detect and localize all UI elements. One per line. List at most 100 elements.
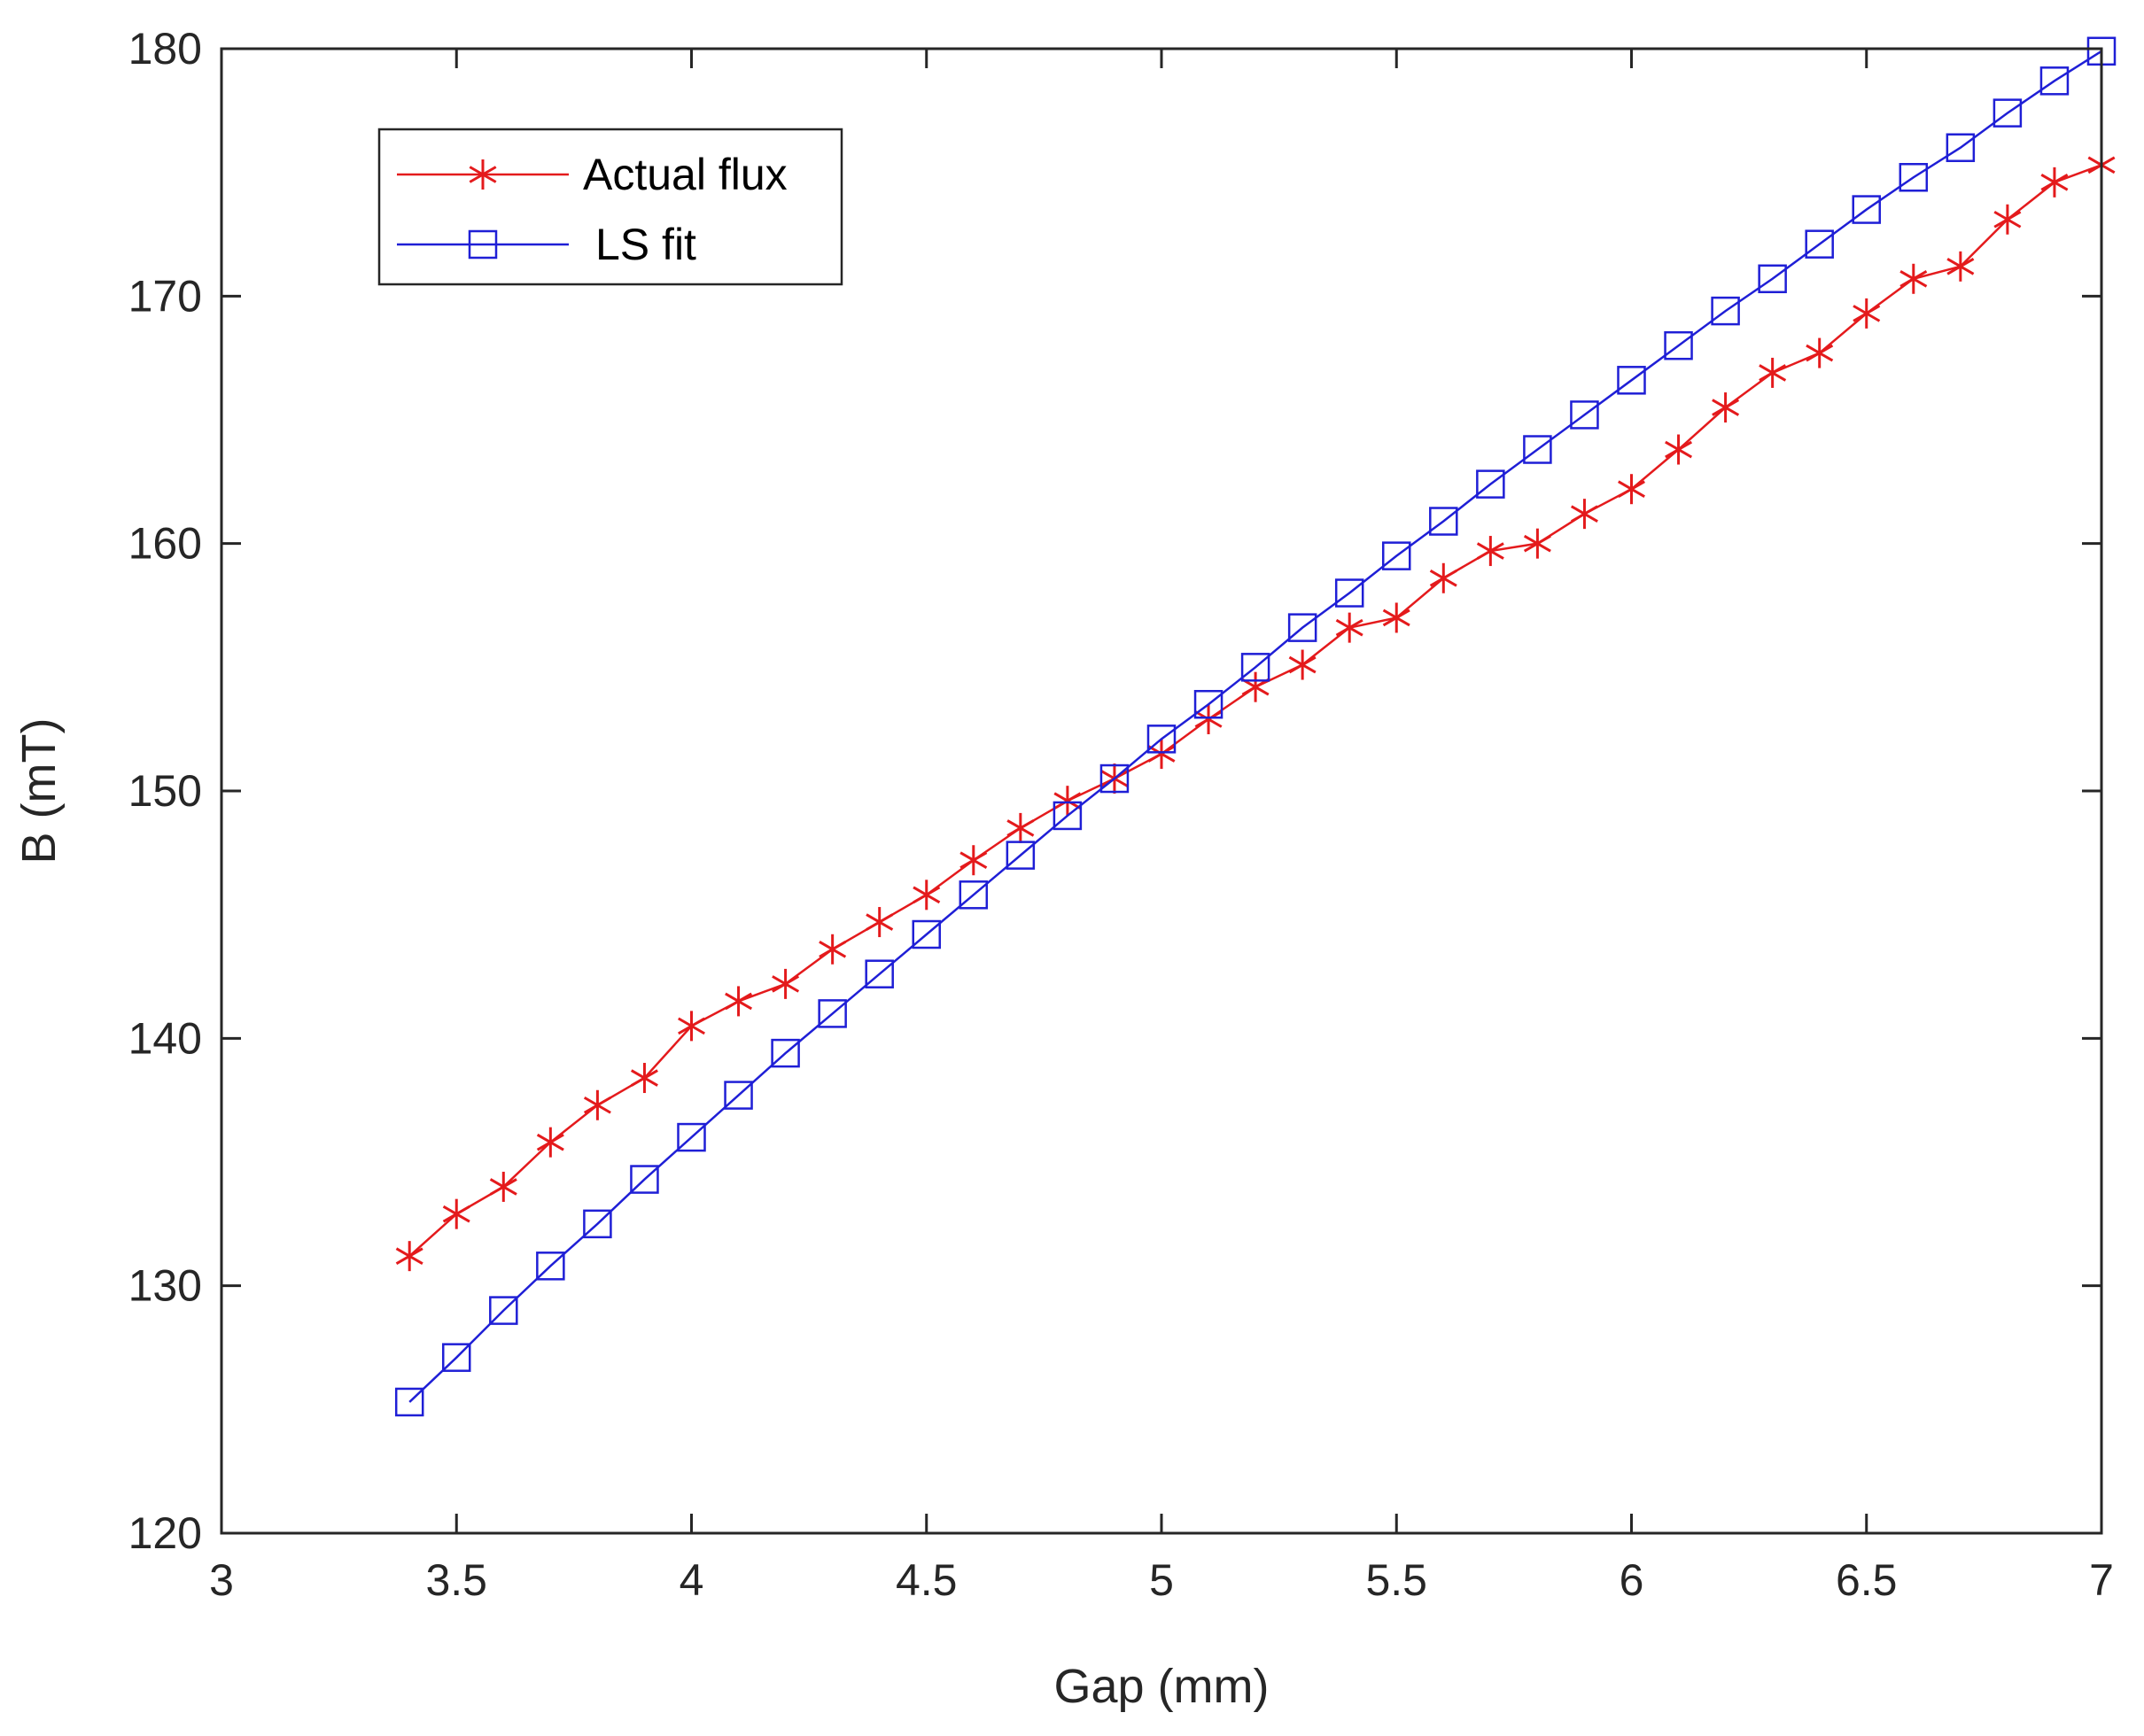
data-point-ls-fit — [1193, 689, 1223, 719]
series-line-ls-fit — [408, 50, 2102, 1403]
data-point-actual-flux — [1006, 812, 1035, 843]
data-point-ls-fit — [1899, 163, 1929, 192]
data-point-ls-fit — [489, 1296, 518, 1325]
data-point-ls-fit — [1758, 264, 1787, 294]
x-tick-label: 6.5 — [1836, 1555, 1898, 1605]
y-tick-label: 180 — [128, 24, 202, 74]
legend-label-ls-fit: LS fit — [595, 220, 696, 269]
data-point-ls-fit — [394, 1387, 424, 1417]
data-point-ls-fit — [1664, 330, 1693, 360]
x-tick-label: 4 — [680, 1555, 704, 1605]
y-tick-label: 120 — [128, 1508, 202, 1558]
data-point-ls-fit — [1570, 400, 1599, 430]
data-point-actual-flux — [1476, 536, 1504, 567]
data-point-ls-fit — [1240, 653, 1270, 682]
data-point-ls-fit — [1476, 469, 1505, 499]
data-point-ls-fit — [959, 880, 989, 910]
x-tick-label: 4.5 — [896, 1555, 958, 1605]
data-point-ls-fit — [1146, 725, 1177, 754]
data-point-ls-fit — [1287, 613, 1317, 642]
data-point-ls-fit — [2039, 66, 2070, 96]
data-point-actual-flux — [1147, 739, 1176, 770]
data-point-ls-fit — [1334, 578, 1364, 608]
plot-background — [221, 49, 2101, 1533]
data-point-ls-fit — [630, 1165, 659, 1194]
data-point-actual-flux — [630, 1063, 658, 1094]
data-point-actual-flux — [1899, 263, 1928, 294]
y-tick-label: 140 — [128, 1013, 202, 1063]
series-ls-fit — [394, 36, 2117, 1417]
data-point-actual-flux — [913, 880, 941, 911]
data-point-actual-flux — [1665, 434, 1693, 465]
legend: Actual flux LS fit — [377, 128, 843, 286]
data-point-actual-flux — [1241, 671, 1270, 702]
data-point-ls-fit — [771, 1038, 800, 1068]
data-point-actual-flux — [725, 986, 753, 1017]
data-point-ls-fit — [1993, 98, 2023, 128]
data-point-actual-flux — [489, 1171, 517, 1202]
data-point-ls-fit — [865, 959, 894, 988]
y-tick-label: 130 — [128, 1261, 202, 1311]
data-point-actual-flux — [1570, 499, 1598, 530]
x-axis-label: Gap (mm) — [1054, 1660, 1270, 1713]
data-point-actual-flux — [819, 934, 847, 965]
data-point-actual-flux — [678, 1011, 705, 1042]
data-point-actual-flux — [1335, 612, 1363, 643]
data-point-actual-flux — [772, 968, 800, 999]
data-point-ls-fit — [583, 1209, 612, 1239]
data-point-actual-flux — [1946, 251, 1975, 282]
data-point-actual-flux — [1853, 298, 1881, 329]
data-point-actual-flux — [1712, 392, 1740, 423]
data-point-actual-flux — [395, 1241, 423, 1272]
legend-marker-symbol-actual-flux — [469, 159, 497, 190]
y-axis-label: B (mT) — [12, 718, 66, 864]
legend-box — [377, 128, 843, 286]
data-point-actual-flux — [1382, 602, 1410, 633]
x-tick-label: 3.5 — [425, 1555, 487, 1605]
data-point-ls-fit — [1805, 229, 1834, 259]
x-tick-label: 7 — [2089, 1555, 2114, 1605]
data-point-actual-flux — [2040, 167, 2069, 198]
y-tick-label: 160 — [128, 519, 202, 569]
x-tick-label: 6 — [1620, 1555, 1644, 1605]
data-point-ls-fit — [1429, 507, 1458, 536]
data-point-actual-flux — [959, 845, 988, 876]
data-point-ls-fit — [724, 1081, 753, 1110]
data-point-ls-fit — [442, 1343, 471, 1372]
data-point-ls-fit — [1006, 841, 1036, 870]
data-point-actual-flux — [1194, 703, 1223, 734]
y-tick-label: 150 — [128, 766, 202, 816]
x-tick-label: 5 — [1149, 1555, 1174, 1605]
data-point-actual-flux — [1429, 562, 1457, 593]
x-tick-label: 3 — [209, 1555, 234, 1605]
data-point-ls-fit — [1852, 195, 1881, 224]
data-point-actual-flux — [1288, 649, 1317, 680]
data-point-ls-fit — [1946, 133, 1976, 162]
data-point-actual-flux — [1523, 528, 1551, 559]
data-point-ls-fit — [1382, 541, 1411, 570]
data-point-ls-fit — [536, 1252, 565, 1281]
data-point-actual-flux — [583, 1089, 611, 1120]
data-point-actual-flux — [1618, 474, 1645, 505]
data-point-ls-fit — [912, 919, 941, 949]
data-point-ls-fit — [1099, 763, 1130, 794]
data-point-actual-flux — [1053, 786, 1082, 817]
data-point-actual-flux — [442, 1198, 470, 1229]
data-point-actual-flux — [1759, 357, 1787, 388]
series-actual-flux — [395, 150, 2116, 1272]
data-point-actual-flux — [1993, 204, 2022, 235]
data-point-ls-fit — [818, 999, 847, 1028]
data-point-ls-fit — [1711, 296, 1740, 326]
data-point-ls-fit — [1053, 801, 1083, 831]
ticks-layer: 3 3.5 4 4.5 5 5.5 6 6.5 7 120 130 140 150 160 170 180 — [128, 24, 2114, 1605]
x-tick-label: 5.5 — [1365, 1555, 1427, 1605]
data-point-ls-fit — [1523, 435, 1552, 464]
data-point-actual-flux — [866, 907, 894, 938]
legend-marker-ls-fit — [468, 229, 498, 260]
series-layer — [394, 36, 2117, 1417]
data-point-actual-flux — [536, 1127, 564, 1158]
data-point-ls-fit — [677, 1122, 706, 1152]
legend-marker-symbol-ls-fit — [468, 229, 498, 260]
y-tick-label: 170 — [128, 271, 202, 321]
